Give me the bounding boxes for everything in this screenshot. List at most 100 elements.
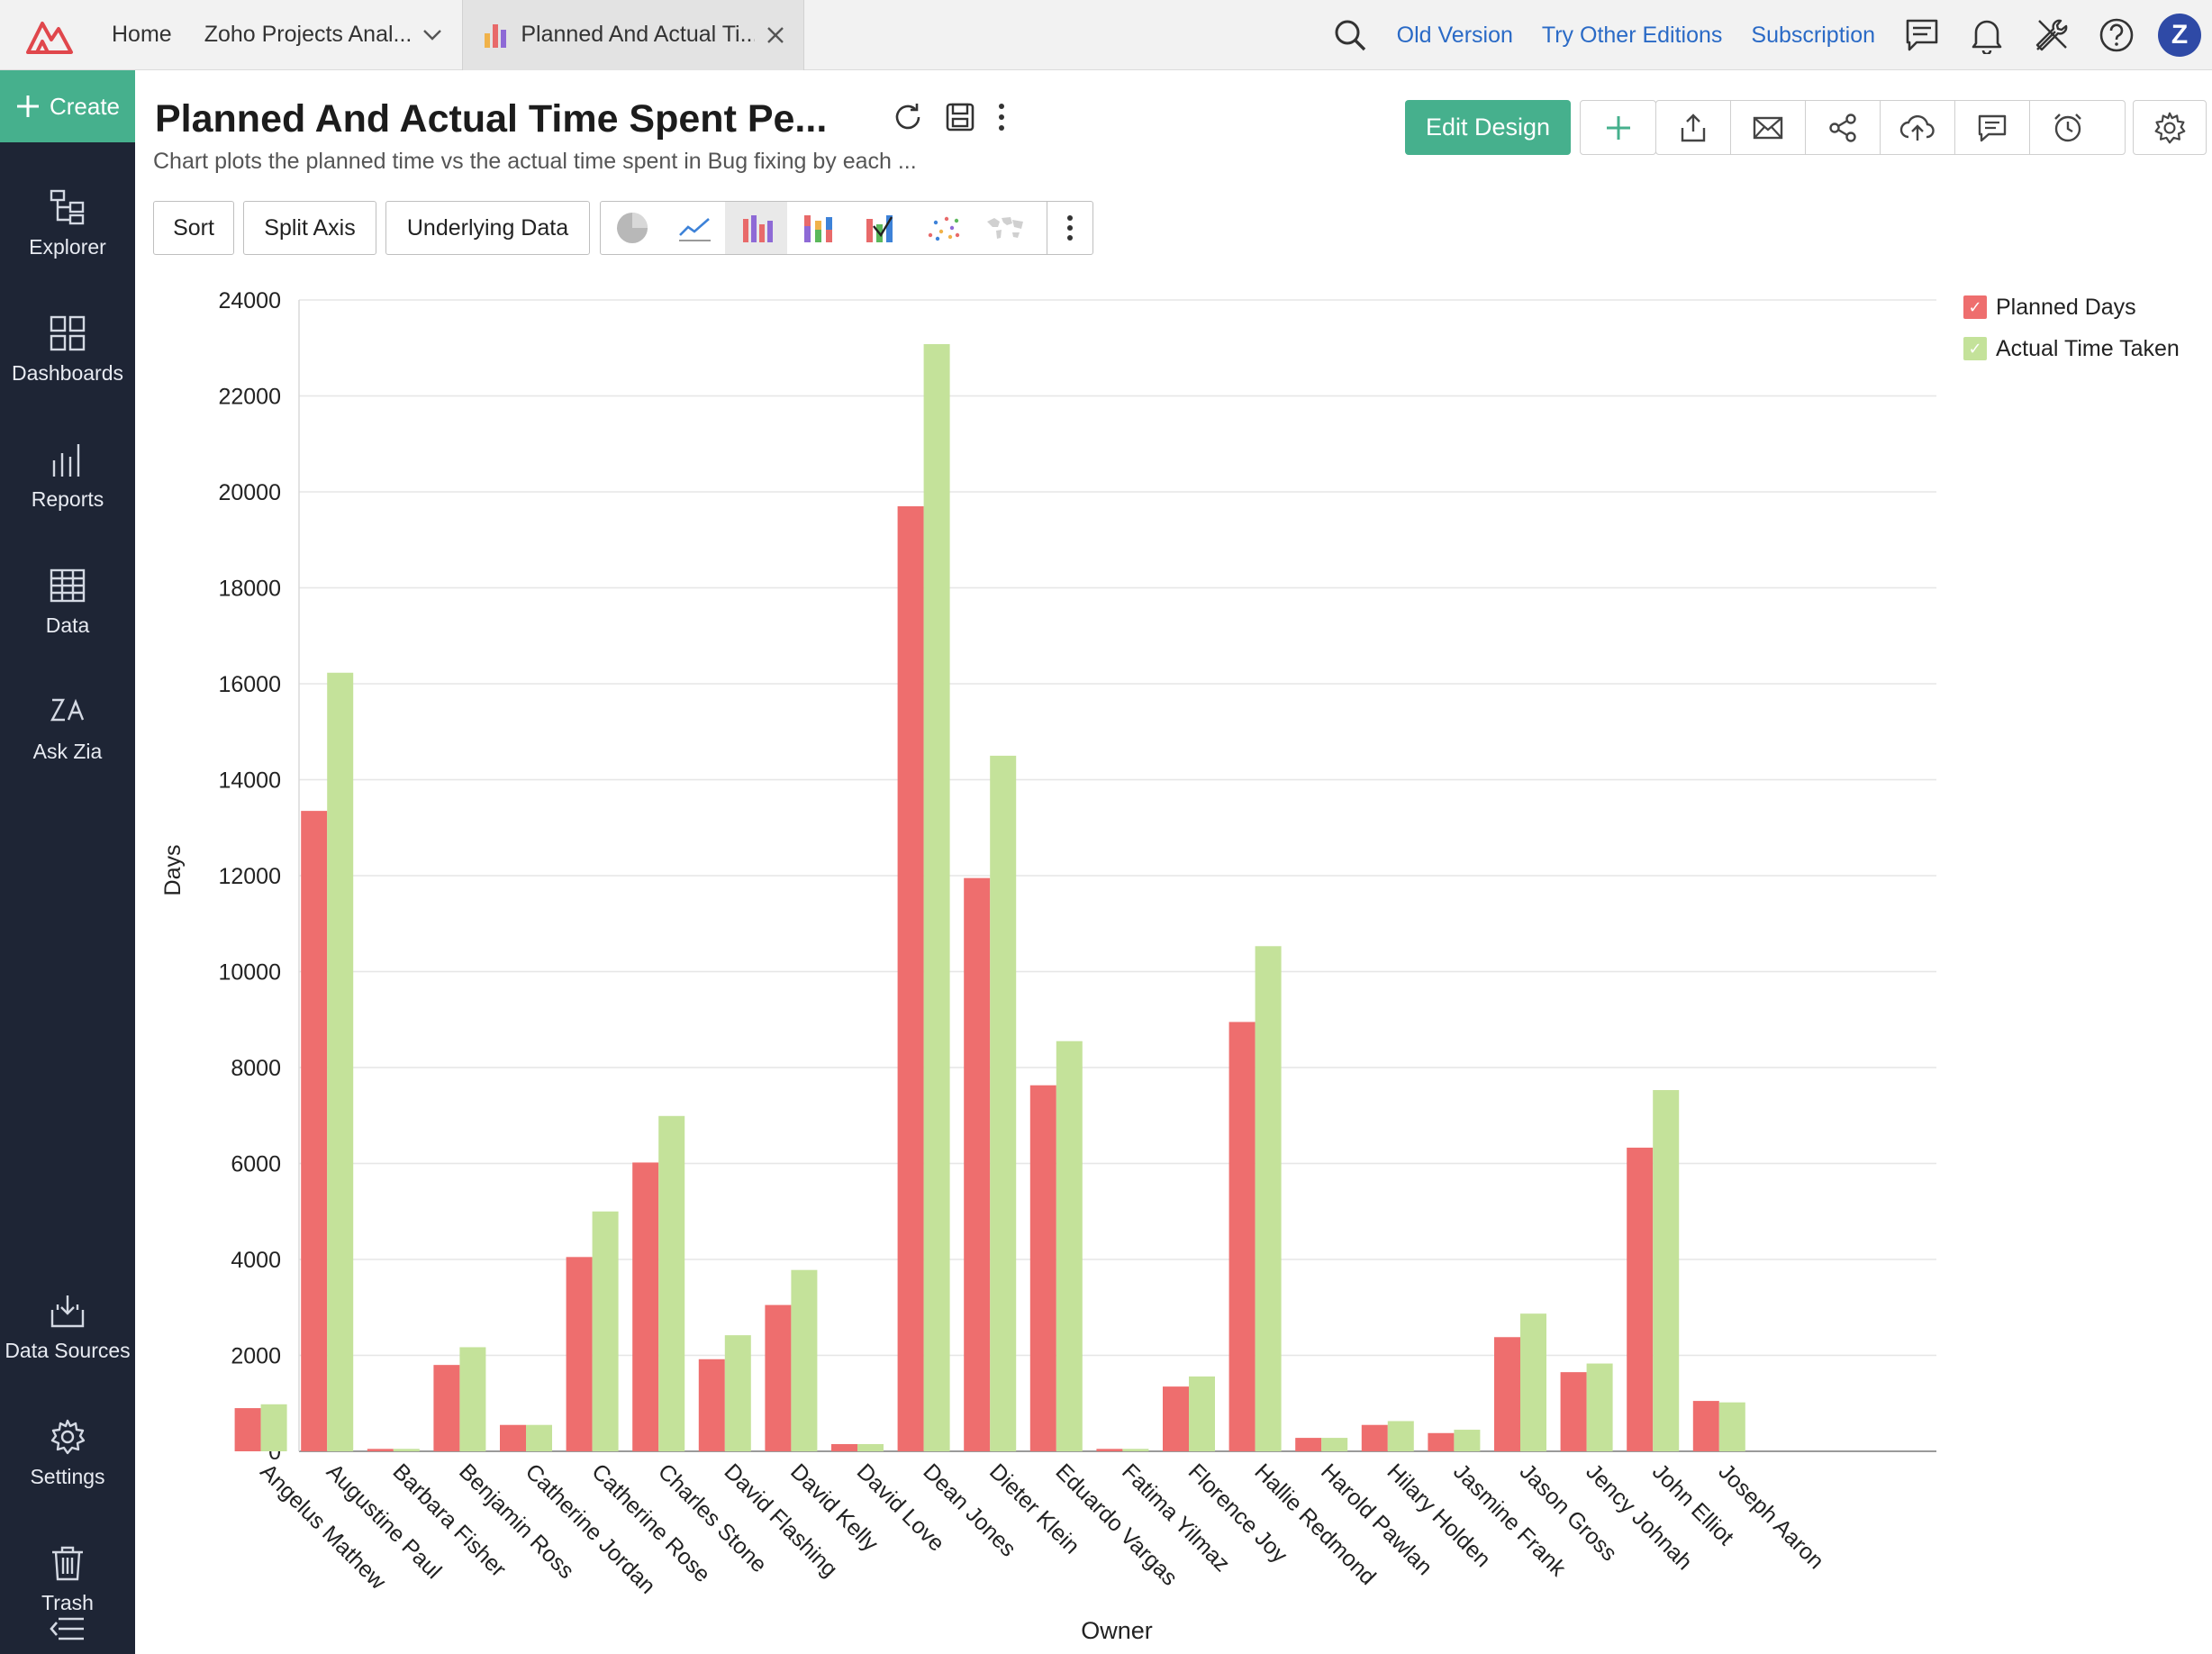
- split-axis-button[interactable]: Split Axis: [243, 201, 376, 255]
- search-icon[interactable]: [1318, 0, 1382, 70]
- scatter-chart-icon: [928, 216, 959, 241]
- x-tick-label: Hallie Redmond: [1249, 1459, 1381, 1590]
- share-button[interactable]: [1806, 101, 1881, 154]
- collapse-sidebar-icon[interactable]: [50, 1615, 86, 1647]
- share-action-group: [1655, 100, 2126, 155]
- bar: [698, 1359, 725, 1451]
- bar: [1692, 1401, 1719, 1451]
- refresh-icon[interactable]: [892, 101, 924, 133]
- underlying-data-button[interactable]: Underlying Data: [385, 201, 590, 255]
- y-tick-label: 12000: [218, 864, 281, 889]
- y-tick-label: 24000: [218, 288, 281, 314]
- trash-icon: [52, 1546, 83, 1580]
- old-version-link[interactable]: Old Version: [1396, 22, 1513, 48]
- more-chart-types-button[interactable]: [1047, 202, 1092, 254]
- export-icon: [1681, 113, 1706, 141]
- publish-button[interactable]: [1881, 101, 1955, 154]
- y-tick-label: 14000: [218, 768, 281, 794]
- legend-item-actual-time-taken[interactable]: ✓ Actual Time Taken: [1963, 328, 2180, 369]
- bar: [1096, 1449, 1123, 1451]
- sidebar-item-data[interactable]: Data: [0, 548, 135, 656]
- bar: [765, 1304, 792, 1451]
- checkbox-checked-icon: ✓: [1963, 337, 1987, 360]
- chart-type-pie[interactable]: [601, 202, 663, 254]
- create-label: Create: [49, 92, 121, 120]
- bar: [897, 505, 924, 1451]
- page-subtitle: Chart plots the planned time vs the actu…: [153, 149, 917, 174]
- workspace-dropdown[interactable]: Zoho Projects Anal...: [190, 0, 463, 70]
- bar: [433, 1365, 460, 1451]
- comment-button[interactable]: [1955, 101, 2030, 154]
- bar: [658, 1115, 685, 1451]
- chart-type-line[interactable]: [663, 202, 725, 254]
- world-map-icon: [986, 217, 1023, 239]
- add-button[interactable]: [1581, 101, 1655, 154]
- data-sources-icon: [50, 1295, 85, 1327]
- sidebar-item-label: Reports: [31, 486, 104, 511]
- chart-type-selector: [600, 201, 1093, 255]
- chart-type-stacked-bar[interactable]: [787, 202, 849, 254]
- sidebar-item-trash[interactable]: Trash: [0, 1525, 135, 1633]
- bar: [1586, 1363, 1613, 1451]
- bar-chart-icon: [742, 215, 773, 242]
- try-other-editions-link[interactable]: Try Other Editions: [1541, 22, 1723, 48]
- page-title: Planned And Actual Time Spent Pe...: [155, 97, 828, 141]
- subscription-link[interactable]: Subscription: [1751, 22, 1875, 48]
- sidebar-item-data-sources[interactable]: Data Sources: [0, 1273, 135, 1381]
- export-button[interactable]: [1656, 101, 1731, 154]
- more-vertical-icon[interactable]: [996, 101, 1007, 133]
- y-tick-label: 18000: [218, 577, 281, 602]
- feedback-icon[interactable]: [1890, 0, 1954, 70]
- line-chart-icon: [678, 218, 711, 241]
- bar: [260, 1404, 287, 1451]
- bar: [1454, 1430, 1481, 1451]
- gear-icon: [50, 1419, 86, 1454]
- zia-icon: [50, 698, 85, 721]
- sidebar-item-label: Trash: [41, 1590, 94, 1614]
- tools-icon[interactable]: [2019, 0, 2084, 70]
- email-button[interactable]: [1731, 101, 1806, 154]
- y-tick-label: 2000: [231, 1344, 281, 1369]
- schedule-button[interactable]: [2030, 101, 2105, 154]
- sidebar-item-explorer[interactable]: Explorer: [0, 169, 135, 277]
- bar: [1295, 1438, 1322, 1451]
- notification-bell-icon[interactable]: [1954, 0, 2019, 70]
- chart-legend: ✓ Planned Days ✓ Actual Time Taken: [1963, 286, 2180, 369]
- tab-planned-actual[interactable]: Planned And Actual Ti...: [462, 0, 805, 70]
- bar: [857, 1444, 884, 1451]
- top-bar: Home Zoho Projects Anal... Planned And A…: [0, 0, 2212, 70]
- chart-type-bar[interactable]: [725, 202, 787, 254]
- close-icon[interactable]: [766, 25, 785, 45]
- sidebar-item-reports[interactable]: Reports: [0, 422, 135, 530]
- chart-type-map[interactable]: [974, 202, 1036, 254]
- pie-chart-icon: [616, 213, 648, 243]
- bar: [724, 1335, 751, 1451]
- create-button[interactable]: Create: [0, 70, 135, 142]
- avatar[interactable]: Z: [2158, 14, 2201, 57]
- legend-item-planned-days[interactable]: ✓ Planned Days: [1963, 286, 2180, 328]
- bar: [1627, 1147, 1654, 1451]
- sort-button[interactable]: Sort: [153, 201, 234, 255]
- help-icon[interactable]: [2084, 0, 2149, 70]
- y-tick-label: 22000: [218, 385, 281, 410]
- add-button-group: [1580, 100, 1656, 155]
- bar: [1189, 1376, 1215, 1451]
- chart-type-scatter[interactable]: [911, 202, 974, 254]
- bar: [923, 343, 950, 1451]
- bar: [791, 1269, 818, 1451]
- chart-type-waterfall[interactable]: [849, 202, 911, 254]
- report-settings-button[interactable]: [2134, 101, 2206, 154]
- x-tick-label: Catherine Rose: [586, 1459, 715, 1587]
- y-axis-title: Days: [160, 845, 186, 896]
- x-tick-label: David Flashing: [720, 1459, 843, 1582]
- comment-icon: [1978, 114, 2007, 141]
- sidebar-item-settings[interactable]: Settings: [0, 1399, 135, 1507]
- sidebar-item-dashboards[interactable]: Dashboards: [0, 295, 135, 404]
- zoho-analytics-logo-icon[interactable]: [0, 0, 99, 70]
- edit-design-button[interactable]: Edit Design: [1405, 100, 1571, 155]
- y-tick-label: 8000: [231, 1056, 281, 1081]
- home-link[interactable]: Home: [112, 22, 172, 47]
- sidebar-item-ask-zia[interactable]: Ask Zia: [0, 674, 135, 782]
- save-icon[interactable]: [944, 101, 976, 133]
- sidebar: Create Explorer Dashboards Reports Data …: [0, 70, 135, 1654]
